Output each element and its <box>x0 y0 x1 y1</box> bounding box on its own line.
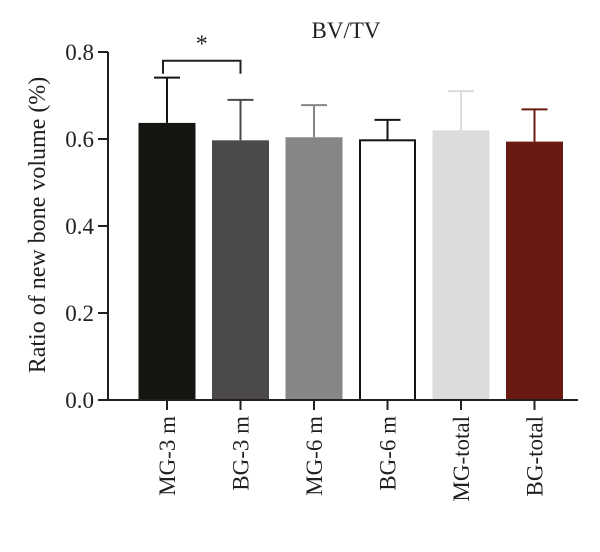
significance-star: * <box>196 32 208 58</box>
significance-annotation: * <box>162 32 242 74</box>
x-tick-label: BG-3 m <box>229 416 254 491</box>
significance-bracket <box>162 59 242 74</box>
x-axis: MG-3 m BG-3 m MG-6 m BG-6 m MG-total BG-total <box>107 399 578 502</box>
chart-title: BV/TV <box>312 18 381 43</box>
y-tick-label: 0.0 <box>65 388 94 413</box>
y-tick-label: 0.8 <box>65 40 94 65</box>
bars <box>138 122 563 401</box>
error-bars <box>154 76 548 142</box>
x-tick-label: MG-total <box>449 416 474 502</box>
bar <box>506 141 563 401</box>
bar <box>359 139 416 401</box>
x-tick-label: BG-total <box>523 416 548 497</box>
y-tick-label: 0.2 <box>65 301 94 326</box>
bar <box>285 137 343 400</box>
y-tick-label: 0.6 <box>65 127 94 152</box>
x-tick-label: MG-6 m <box>302 416 327 496</box>
bar <box>432 130 490 401</box>
bar <box>138 122 196 400</box>
y-axis: 0.0 0.2 0.4 0.6 0.8 <box>65 40 109 413</box>
x-tick-label: MG-3 m <box>155 416 180 496</box>
y-tick-label: 0.4 <box>65 214 94 239</box>
x-tick-label: BG-6 m <box>376 416 401 491</box>
bar <box>212 140 269 400</box>
y-axis-title: Ratio of new bone volume (%) <box>25 77 51 374</box>
